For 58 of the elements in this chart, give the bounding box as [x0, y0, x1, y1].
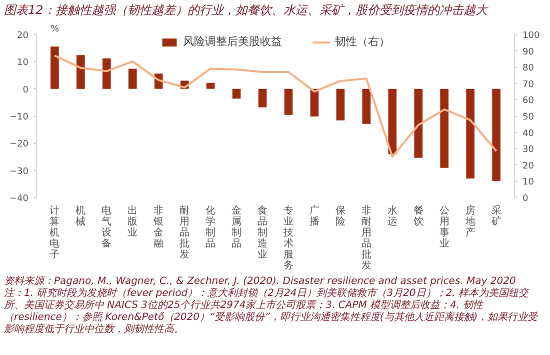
text: 注：1. 研究时段为发烧时（fever period）：意大利封锁（2月24日）到美联储救市（3月20日）；2. 样本为美国纽交所、美国证券交易所中 NAICS 3位的25个行业共2974家上市公司股票；3. CAPM 模型调整后收益；4. 韧性（resilience）：参照 Koren&Pető（2020）“受影响股份”，即行业沟通密集性程度(与其他人近距离接触)，如果行业受影响程度低于行业中位数，则韧性性高。	[4, 288, 538, 336]
y2-tick-label: 60	[522, 96, 534, 106]
bar	[258, 88, 267, 108]
x-tick-label: 金属制品	[232, 204, 242, 250]
x-tick-label: 房地产	[464, 204, 476, 238]
x-tick-label: 公用事业	[439, 204, 450, 250]
y-tick-label: 10	[17, 58, 29, 68]
legend-label: 风险调整后美股收益	[183, 34, 282, 49]
bar	[466, 88, 474, 178]
x-tick-label: 机械	[76, 204, 86, 228]
legend-label: 韧性（右）	[335, 34, 390, 49]
y2-tick-label: 10	[522, 178, 534, 188]
bar	[128, 68, 137, 89]
bar	[50, 46, 59, 89]
bar	[284, 88, 293, 115]
y2-tick-label: 30	[522, 145, 534, 156]
y2-tick-label: 50	[522, 112, 534, 122]
chart-title: 图表12：接触性越强（韧性越差）的行业，如餐饮、水运、采矿，股价受到疫情的冲击越大	[3, 2, 488, 19]
x-tick-label: 食品制造业	[258, 204, 268, 260]
x-tick-label: 出版业	[128, 204, 138, 238]
x-tick-label: 水运	[387, 204, 398, 228]
bar	[336, 88, 345, 120]
bar	[388, 88, 397, 154]
x-tick-label: 餐饮	[412, 204, 424, 228]
bar	[102, 58, 111, 89]
x-tick-label: 非耐用品批发	[361, 204, 372, 272]
y2-tick-label: 80	[522, 64, 534, 74]
y-tick-label: 0	[22, 85, 29, 96]
y-tick-label: 20	[17, 31, 29, 41]
y2-tick-label: 90	[522, 47, 534, 58]
bar	[414, 88, 423, 158]
x-tick-label: 保险	[335, 206, 346, 228]
bar	[440, 88, 449, 168]
bar	[232, 88, 241, 99]
bar	[206, 82, 215, 89]
y2-tick-label: 0	[522, 194, 528, 204]
x-tick-label: 采矿	[490, 204, 502, 228]
y-tick-label: −40	[10, 194, 29, 204]
y2-tick-label: 70	[522, 80, 534, 90]
y-tick-label: −20	[10, 140, 29, 150]
line-series	[54, 54, 498, 158]
y2-tick-label: 100	[522, 31, 540, 41]
y2-tick-label: 20	[522, 161, 534, 172]
x-tick-label: 非银金融	[152, 204, 164, 250]
x-tick-label: 耐用品批发	[180, 206, 190, 260]
x-tick-label: 专业技术服务	[282, 204, 294, 272]
x-tick-label: 化学制品	[206, 204, 216, 250]
y-tick-label: −10	[10, 112, 29, 122]
x-tick-label: 计算机电子	[50, 204, 60, 260]
y-tick-label: −30	[10, 166, 29, 177]
bar	[492, 88, 500, 181]
y-axis-title: %	[50, 24, 60, 34]
x-tick-label: 广播	[309, 204, 320, 228]
text: 资料来源：Pagano, M., Wagner, C., & Zechner, J. (2020). Disaster resilience and asset prices. May 2020	[4, 276, 517, 288]
x-tick-label: 电气设备	[102, 204, 112, 250]
bar	[362, 88, 371, 124]
bar	[76, 55, 85, 89]
y2-tick-label: 40	[522, 128, 534, 139]
